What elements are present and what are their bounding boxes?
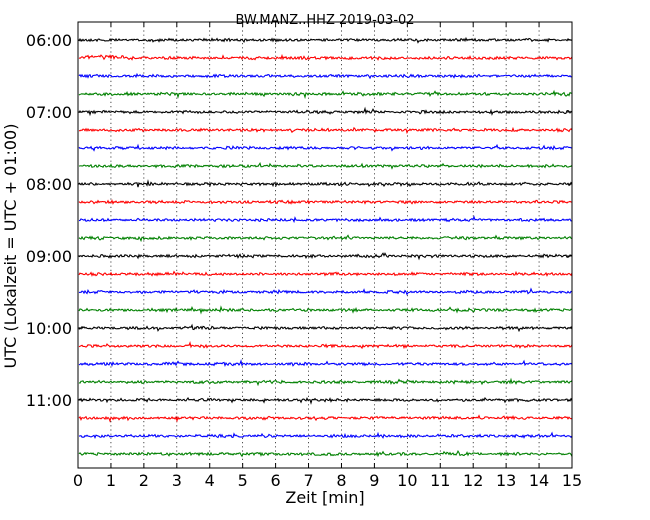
x-tick-label: 5 (238, 471, 248, 490)
trace-0715 (78, 126, 573, 135)
seismogram-traces (78, 36, 573, 458)
x-tick-label: 7 (303, 471, 313, 490)
trace-1030 (78, 359, 573, 367)
trace-0915 (78, 270, 573, 277)
y-axis-ticks: 06:00 07:00 08:00 09:00 10:00 11:00 (26, 31, 572, 410)
x-tick-label: 3 (172, 471, 182, 490)
trace-0600 (78, 36, 573, 44)
trace-0800 (78, 179, 573, 188)
trace-0615 (78, 53, 573, 61)
x-tick-label: 15 (562, 471, 582, 490)
x-tick-label: 2 (139, 471, 149, 490)
minute-gridlines (110, 22, 540, 468)
trace-0900 (78, 252, 573, 261)
x-tick-label: 13 (496, 471, 516, 490)
trace-0930 (78, 287, 573, 296)
trace-0700 (78, 106, 573, 117)
trace-0830 (78, 215, 573, 224)
x-axis-ticks: 0 1 2 3 4 5 6 7 8 9 10 11 12 13 14 15 (73, 22, 582, 490)
trace-0815 (78, 199, 573, 205)
trace-1000 (78, 323, 573, 333)
x-tick-label: 14 (529, 471, 549, 490)
trace-1045 (78, 377, 573, 387)
y-axis-label: UTC (Lokalzeit = UTC + 01:00) (1, 124, 20, 369)
trace-0645 (78, 89, 573, 100)
x-tick-label: 0 (73, 471, 83, 490)
x-tick-label: 9 (369, 471, 379, 490)
trace-0730 (78, 143, 573, 152)
y-tick-label: 07:00 (26, 103, 72, 122)
plot-frame (77, 21, 573, 469)
trace-1100 (78, 396, 573, 405)
x-tick-label: 4 (205, 471, 215, 490)
x-tick-label: 12 (463, 471, 483, 490)
x-axis-label: Zeit [min] (285, 488, 364, 507)
x-tick-label: 1 (106, 471, 116, 490)
y-tick-label: 10:00 (26, 319, 72, 338)
trace-1115 (78, 414, 573, 423)
chart-title: BW.MANZ..HHZ 2019-03-02 (235, 13, 414, 28)
y-tick-label: 08:00 (26, 175, 72, 194)
x-tick-label: 6 (271, 471, 281, 490)
trace-0945 (78, 305, 573, 315)
y-tick-label: 09:00 (26, 247, 72, 266)
x-tick-label: 11 (430, 471, 450, 490)
trace-1130 (78, 431, 573, 439)
trace-1145 (78, 450, 573, 458)
y-tick-label: 06:00 (26, 31, 72, 50)
x-tick-label: 8 (336, 471, 346, 490)
x-tick-label: 10 (397, 471, 417, 490)
trace-1015 (78, 341, 573, 350)
y-tick-label: 11:00 (26, 391, 72, 410)
trace-0630 (78, 72, 573, 80)
trace-0845 (78, 234, 573, 243)
trace-0745 (78, 162, 573, 170)
